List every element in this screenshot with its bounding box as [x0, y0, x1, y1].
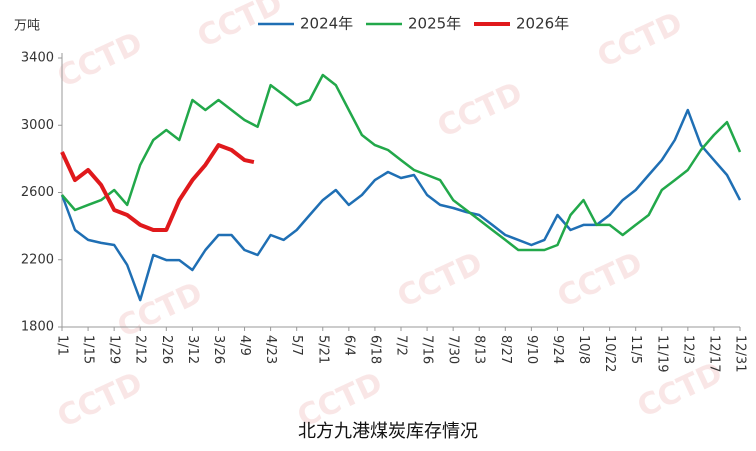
- series-line: [61, 73, 742, 252]
- x-tick-label: 1/1: [55, 335, 70, 356]
- x-tick-label: 10/22: [602, 335, 617, 372]
- x-tick-label: 2/12: [133, 335, 148, 364]
- y-tick-label: 2200: [21, 252, 54, 267]
- y-tick-label: 3400: [21, 51, 54, 66]
- x-tick-label: 1/29: [107, 335, 122, 364]
- x-tick-label: 12/3: [680, 335, 695, 364]
- x-tick-label: 8/13: [472, 335, 487, 364]
- x-tick-label: 7/2: [394, 335, 409, 356]
- x-tick-label: 11/5: [628, 335, 643, 364]
- x-tick-label: 4/23: [263, 335, 278, 364]
- x-tick-label: 1/15: [81, 335, 96, 364]
- y-tick-label: 2600: [21, 185, 54, 200]
- x-tick-label: 4/9: [237, 335, 252, 356]
- series-line: [60, 143, 255, 232]
- y-tick-label: 1800: [21, 320, 54, 335]
- watermark: CCTD: [192, 0, 288, 55]
- x-tick-label: 3/12: [185, 335, 200, 364]
- series-line: [60, 108, 742, 302]
- x-tick-label: 9/24: [550, 335, 565, 364]
- x-tick-label: 5/7: [289, 335, 304, 356]
- x-tick-label: 7/16: [420, 335, 435, 364]
- legend-label: 2024年: [300, 15, 353, 33]
- x-tick-label: 11/19: [654, 335, 669, 372]
- x-tick-label: 8/27: [498, 335, 513, 364]
- watermark: CCTD: [592, 5, 688, 75]
- y-tick-label: 3000: [21, 118, 54, 133]
- watermark: CCTD: [52, 25, 148, 95]
- legend-label: 2026年: [516, 15, 569, 33]
- x-tick-label: 12/31: [733, 335, 748, 372]
- x-tick-label: 10/8: [576, 335, 591, 364]
- watermark: CCTD: [432, 75, 528, 145]
- chart-title: 北方九港煤炭库存情况: [298, 421, 478, 442]
- x-tick-label: 12/17: [706, 335, 721, 372]
- x-tick-label: 5/21: [315, 335, 330, 364]
- watermark: CCTD: [52, 365, 148, 435]
- x-tick-label: 2/26: [159, 335, 174, 364]
- watermark: CCTD: [392, 245, 488, 315]
- x-tick-label: 7/30: [446, 335, 461, 364]
- watermark: CCTD: [552, 245, 648, 315]
- legend-label: 2025年: [408, 15, 461, 33]
- x-tick-label: 6/4: [341, 335, 356, 356]
- x-tick-label: 6/18: [367, 335, 382, 364]
- x-tick-label: 9/10: [524, 335, 539, 364]
- x-tick-label: 3/26: [211, 335, 226, 364]
- y-axis-label: 万吨: [14, 19, 40, 34]
